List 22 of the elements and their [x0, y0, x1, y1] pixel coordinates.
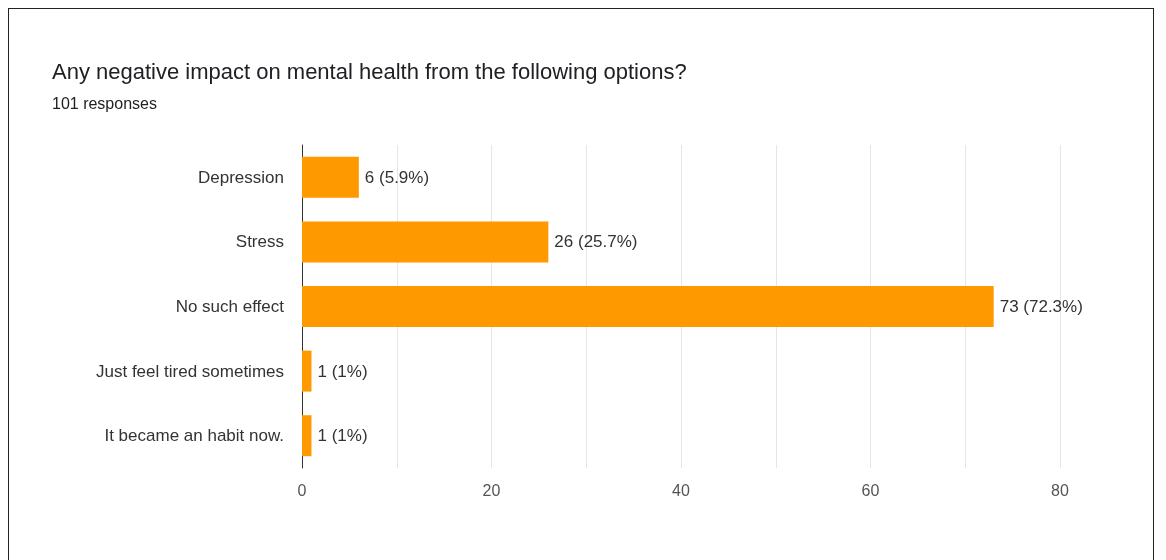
y-tick-label: Stress — [235, 232, 284, 252]
data-label: 73 (72.3%) — [999, 297, 1083, 316]
bar — [302, 350, 312, 392]
y-tick-label: Depression — [198, 167, 284, 187]
data-label: 1 (1%) — [317, 361, 368, 381]
data-label: 26 (25.7%) — [554, 232, 638, 252]
x-tick-label: 60 — [861, 481, 880, 499]
bar — [302, 221, 549, 263]
y-tick-label: Just feel tired sometimes — [95, 361, 284, 381]
data-label: 6 (5.9%) — [364, 167, 430, 187]
x-tick-label: 20 — [482, 481, 501, 499]
x-tick-label: 0 — [297, 481, 307, 499]
y-tick-label: No such effect — [175, 297, 285, 316]
bar — [302, 156, 359, 198]
chart-title: Any negative impact on mental health from the following options? — [52, 58, 687, 84]
x-tick-label: 40 — [672, 481, 690, 499]
bar — [302, 286, 994, 327]
data-label: 1 (1%) — [317, 426, 368, 446]
bar — [302, 415, 312, 457]
x-tick-label: 80 — [1051, 481, 1069, 499]
y-tick-label: It became an habit now. — [104, 426, 284, 446]
text: 101 responses — [52, 94, 157, 112]
